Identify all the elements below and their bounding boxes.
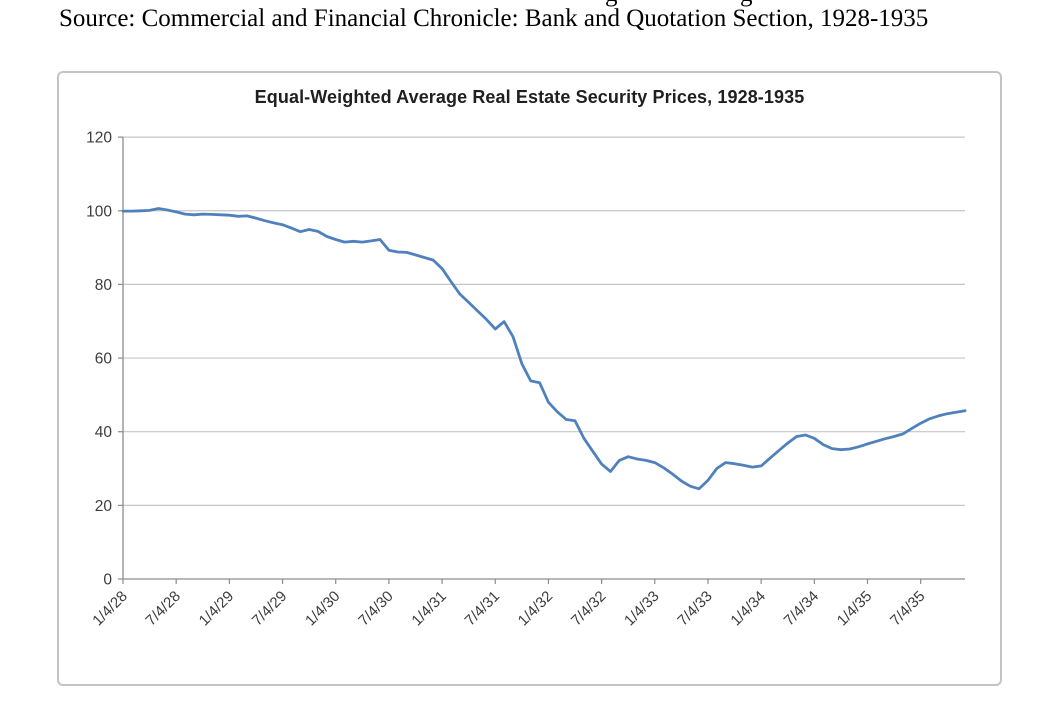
y-axis-tick-label: 120: [86, 130, 112, 147]
x-axis-tick-label: 7/4/32: [568, 588, 610, 630]
chart-title: Equal-Weighted Average Real Estate Secur…: [254, 87, 805, 107]
line-chart-plot: 0 20 40 60 80 100 120 1/4/28 7/4/28 1/4/29 7/4/29 1…: [86, 130, 967, 630]
y-axis-tick-label: 20: [95, 498, 113, 515]
x-axis-tick-label: 1/4/32: [515, 588, 557, 630]
x-axis-tick-label: 7/4/34: [781, 588, 823, 630]
cropped-letter-fragment: g: [605, 0, 618, 8]
x-axis-tick-label: 1/4/28: [89, 588, 131, 630]
source-note: Source: Commercial and Financial Chronic…: [59, 5, 929, 32]
x-axis-tick-label: 1/4/29: [196, 588, 238, 630]
x-axis-tick-label: 1/4/31: [408, 588, 450, 630]
x-axis-tick-label: 7/4/33: [674, 588, 716, 630]
y-axis-tick-label: 60: [95, 351, 113, 368]
x-axis-tick-label: 1/4/34: [727, 588, 769, 630]
price-index-line-series: [121, 207, 967, 491]
x-axis-tick-label: 1/4/33: [621, 588, 663, 630]
x-axis-tick-label: 7/4/31: [462, 588, 504, 630]
chart-container: Equal-Weighted Average Real Estate Secur…: [57, 71, 1002, 686]
x-axis-tick-label: 7/4/35: [887, 588, 929, 630]
y-axis-tick-label: 100: [86, 203, 112, 220]
y-axis-tick-label: 40: [95, 424, 113, 441]
x-axis-tick-label: 7/4/29: [249, 588, 291, 630]
y-axis-tick-label: 0: [103, 572, 112, 589]
x-axis-tick-label: 1/4/30: [302, 588, 344, 630]
x-axis-tick-label: 7/4/28: [142, 588, 184, 630]
cropped-letter-fragment: g: [740, 0, 753, 8]
y-axis-tick-label: 80: [95, 277, 113, 294]
x-axis-tick-label: 7/4/30: [355, 588, 397, 630]
x-axis-tick-label: 1/4/35: [834, 588, 876, 630]
cropped-text-remnant: g g: [0, 0, 1048, 8]
